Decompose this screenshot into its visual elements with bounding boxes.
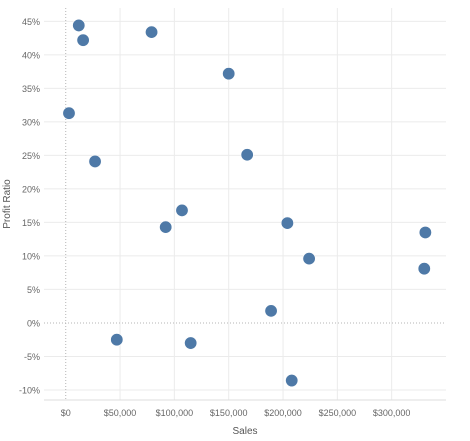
data-point	[76, 33, 90, 47]
x-tick-label: $100,000	[156, 408, 194, 418]
x-tick-label: $50,000	[104, 408, 137, 418]
x-tick-label: $200,000	[264, 408, 302, 418]
x-tick-label: $0	[61, 408, 71, 418]
data-point	[88, 154, 102, 168]
y-tick-label: -5%	[24, 352, 40, 362]
data-point	[159, 220, 173, 234]
point-layer	[62, 18, 432, 388]
data-point	[285, 374, 299, 388]
data-point	[240, 148, 254, 162]
y-tick-label: -10%	[19, 385, 40, 395]
data-point	[175, 203, 189, 217]
grid-layer	[44, 8, 446, 400]
y-tick-label: 10%	[22, 251, 40, 261]
x-axis-title: Sales	[232, 426, 257, 437]
data-point	[110, 333, 124, 347]
x-tick-label: $300,000	[373, 408, 411, 418]
data-point	[222, 67, 236, 81]
data-point	[145, 25, 159, 39]
data-point	[417, 262, 431, 276]
data-point	[62, 106, 76, 120]
axis-layer: -10% -5% 0% 5% 10% 15% 20% 25% 30% 35% 40% 45% $0 $50…	[19, 8, 446, 418]
y-tick-label: 40%	[22, 50, 40, 60]
y-axis-title: Profit Ratio	[2, 179, 13, 229]
data-point	[418, 225, 432, 239]
data-point	[72, 18, 86, 32]
y-tick-label: 30%	[22, 117, 40, 127]
y-tick-label: 0%	[27, 318, 40, 328]
y-tick-label: 15%	[22, 218, 40, 228]
data-point	[280, 216, 294, 230]
y-tick-label: 5%	[27, 285, 40, 295]
y-tick-label: 45%	[22, 17, 40, 27]
x-tick-label: $150,000	[210, 408, 248, 418]
data-point	[184, 336, 198, 350]
data-point	[264, 304, 278, 318]
y-tick-label: 25%	[22, 151, 40, 161]
y-tick-label: 20%	[22, 184, 40, 194]
y-tick-label: 35%	[22, 84, 40, 94]
data-point	[302, 252, 316, 266]
x-tick-label: $250,000	[319, 408, 357, 418]
